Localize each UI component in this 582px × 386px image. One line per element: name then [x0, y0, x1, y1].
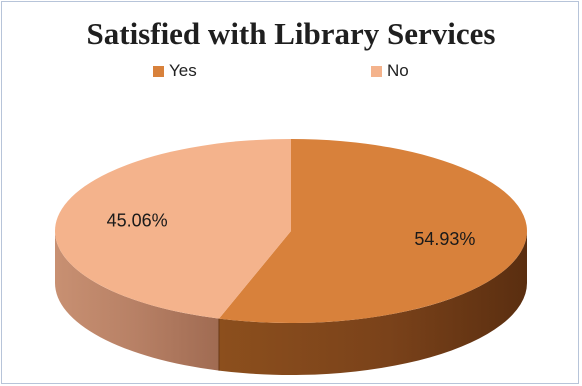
pie-top-layer: [54, 139, 527, 323]
pie-slice-no: [54, 139, 291, 319]
pie-label-layer: 54.93% 45.06%: [107, 210, 476, 249]
legend-item-no: No: [371, 60, 409, 82]
legend-swatch-no: [371, 65, 382, 77]
pie-side-yes: [218, 231, 527, 375]
pie-side-layer: [55, 231, 527, 375]
pie-slice-yes: [218, 139, 527, 323]
legend-label-yes: Yes: [169, 61, 197, 80]
chart-title: Satisfied with Library Services: [86, 16, 496, 51]
legend-swatch-yes: [153, 65, 164, 77]
legend-item-yes: Yes: [153, 60, 197, 82]
legend-label-no: No: [387, 61, 409, 80]
pie-side-no: [55, 231, 219, 371]
data-label-no: 45.06%: [107, 210, 168, 230]
data-label-yes: 54.93%: [414, 229, 475, 249]
